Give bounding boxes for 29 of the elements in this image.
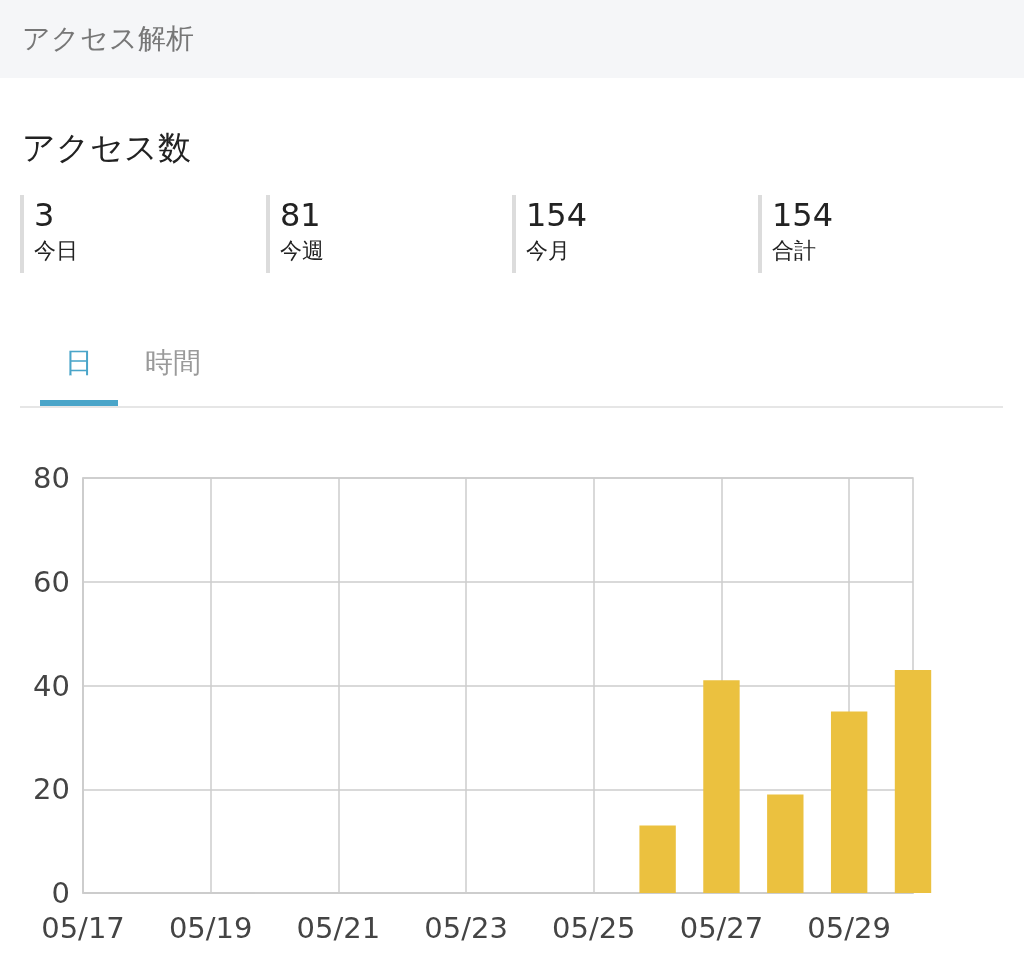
y-tick-label: 0: [51, 876, 70, 910]
x-tick-label: 05/19: [168, 910, 253, 945]
category-label: 今日: [34, 237, 79, 265]
text: 日: [65, 346, 93, 379]
x-tick-label: 05/17: [41, 910, 125, 945]
x-tick-label: 05/25: [551, 910, 636, 945]
y-tick-label: 80: [33, 461, 70, 495]
data-label: 3: [34, 195, 56, 235]
category-label: 今月: [526, 237, 571, 265]
category-label: 今週: [280, 237, 325, 265]
y-tick-label: 60: [33, 564, 70, 599]
data-label: 154: [772, 195, 835, 235]
text: 時間: [145, 346, 201, 379]
y-tick-label: 20: [33, 772, 70, 807]
text: アクセス解析: [0, 0, 1024, 78]
data-label: 81: [280, 195, 322, 235]
x-tick-label: 05/21: [296, 910, 381, 945]
bar: [767, 794, 804, 893]
y-tick-label: 40: [33, 668, 70, 703]
bar: [639, 825, 676, 893]
bar: [703, 680, 740, 893]
x-tick-label: 05/23: [424, 910, 508, 945]
data-label: 154: [526, 195, 589, 235]
x-tick-label: 05/29: [807, 910, 891, 945]
text: アクセス数: [22, 128, 191, 168]
bar: [894, 669, 932, 893]
bar: [830, 711, 868, 893]
category-label: 合計: [772, 237, 817, 265]
x-tick-label: 05/27: [679, 910, 764, 945]
